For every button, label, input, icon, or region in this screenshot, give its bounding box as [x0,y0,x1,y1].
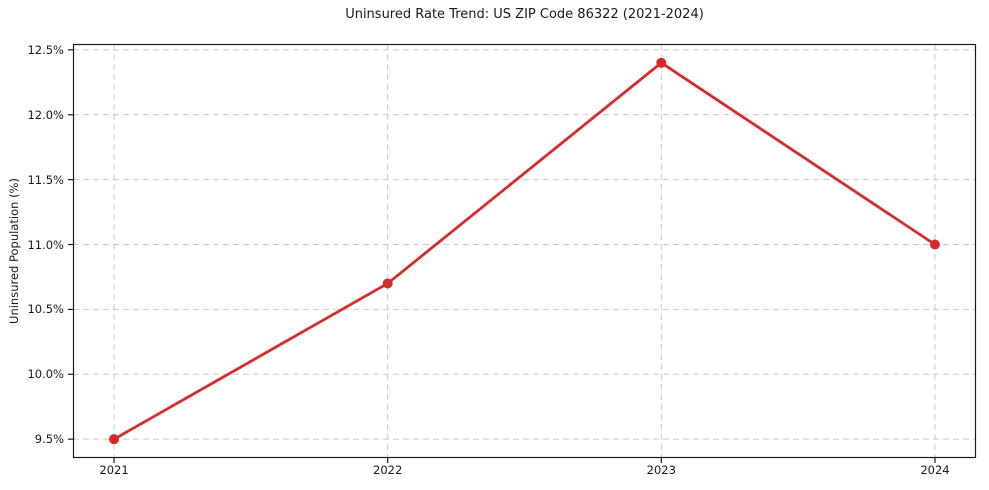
y-tick-label: 10.0% [27,367,64,382]
x-tick-label: 2023 [646,463,676,477]
data-point-2022 [382,278,393,289]
y-tick-label: 9.5% [34,432,64,447]
x-tick-label: 2021 [99,463,129,477]
data-point-2023 [656,57,667,68]
plot-area [68,43,977,463]
data-point-2021 [109,434,120,445]
plot-border [72,43,977,459]
line-chart-canvas [68,43,977,463]
y-tick-label: 11.5% [27,172,64,187]
y-tick-label: 11.0% [27,237,64,252]
chart-title: Uninsured Rate Trend: US ZIP Code 86322 … [345,7,704,22]
x-tick-label: 2024 [920,463,950,477]
x-tick-label: 2022 [373,463,403,477]
y-tick-label: 12.0% [27,107,64,122]
y-tick-label: 10.5% [27,302,64,317]
data-point-2024 [929,239,940,250]
y-tick-label: 12.5% [27,42,64,57]
trend-line [113,61,936,441]
